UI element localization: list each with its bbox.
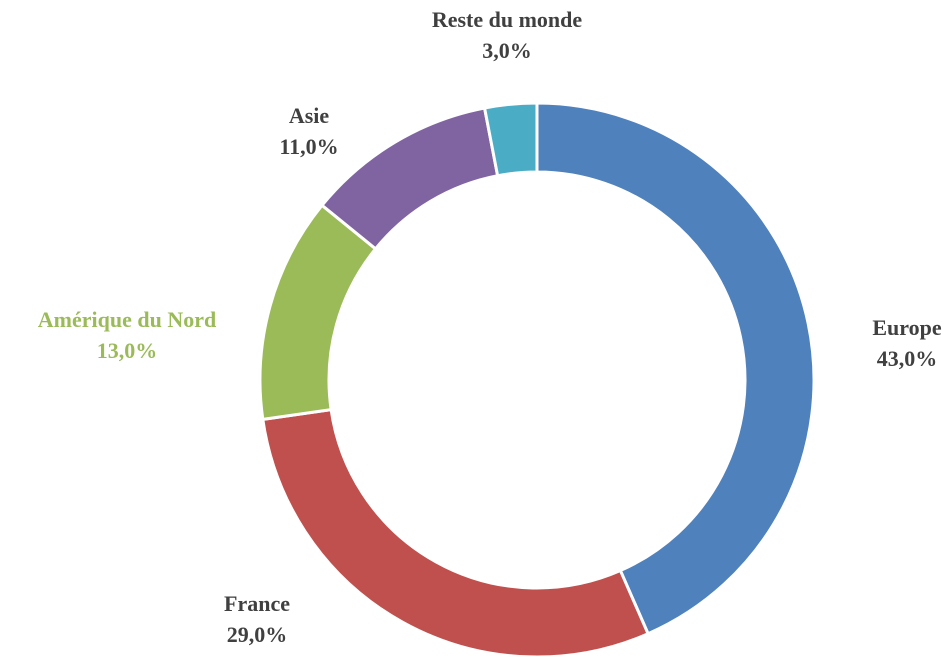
segment-label-value: 13,0% xyxy=(97,338,158,363)
segment-label-name: Asie xyxy=(289,103,330,128)
segment-label-value: 29,0% xyxy=(227,622,288,647)
segment-label-value: 43,0% xyxy=(877,346,938,371)
donut-segment xyxy=(261,407,651,658)
donut-segment xyxy=(319,106,500,251)
segment-label-name: Reste du monde xyxy=(432,7,583,32)
donut-segment xyxy=(535,101,816,636)
segment-label-name: Europe xyxy=(872,315,942,340)
segment-label-value: 3,0% xyxy=(482,38,532,63)
segment-label-name: France xyxy=(224,591,290,616)
segment-label-name: Amérique du Nord xyxy=(38,307,216,332)
donut-segment xyxy=(482,101,539,178)
segment-label-value: 11,0% xyxy=(279,134,338,159)
donut-segment xyxy=(258,203,378,422)
